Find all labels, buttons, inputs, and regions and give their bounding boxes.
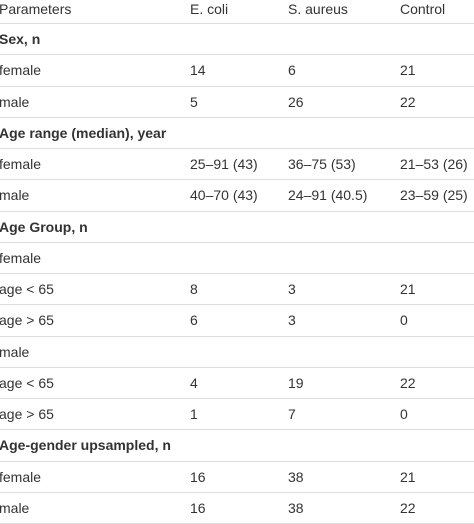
data-row: age > 65 1 7 0 [0, 399, 474, 431]
row-label: Age range (median), year [0, 124, 167, 141]
row-label: female [0, 62, 42, 79]
data-row: female [0, 243, 474, 274]
data-row: male 5 26 22 [0, 87, 474, 118]
cell-value: 22 [400, 374, 416, 391]
cell-value: 5 [190, 93, 198, 110]
row-label: Age-gender upsampled, n [0, 437, 171, 454]
cell-value: 36–75 (53) [288, 156, 356, 173]
data-row: female 16 38 21 [0, 462, 474, 493]
row-label: Parameters [0, 0, 72, 17]
cell-value: 0 [400, 312, 408, 329]
cell-value: 16 [190, 499, 206, 516]
row-label: Sex, n [0, 31, 41, 48]
section-row: Age Group, n [0, 212, 474, 243]
data-row: age < 65 8 3 21 [0, 274, 474, 306]
row-label: Age Group, n [0, 218, 88, 235]
row-label: female [0, 156, 42, 173]
section-row: Age range (median), year [0, 118, 474, 149]
cell-value: E. coli [190, 0, 229, 17]
data-row: male [0, 337, 474, 368]
cell-value: 6 [288, 62, 296, 79]
cell-value: 7 [288, 406, 296, 423]
cell-value: 6 [190, 312, 198, 329]
row-label: male [0, 187, 30, 204]
row-label: male [0, 499, 30, 516]
row-label: female [0, 249, 42, 266]
cell-value: 21 [400, 468, 416, 485]
cell-value: S. aureus [288, 0, 348, 17]
cell-value: 21 [400, 62, 416, 79]
cell-value: 14 [190, 62, 206, 79]
cell-value: 21 [400, 281, 416, 298]
cell-value: 19 [288, 374, 304, 391]
section-row: Sex, n [0, 24, 474, 56]
section-row: Age-gender upsampled, n [0, 430, 474, 462]
cell-value: 21–53 (26) [400, 156, 468, 173]
row-label: age > 65 [0, 406, 54, 423]
cell-value: 4 [190, 374, 198, 391]
cell-value: 3 [288, 312, 296, 329]
row-label: age > 65 [0, 312, 54, 329]
cell-value: 38 [288, 468, 304, 485]
row-label: female [0, 468, 42, 485]
data-row: male 16 38 22 [0, 493, 474, 524]
data-row: female 14 6 21 [0, 55, 474, 87]
data-row: age > 65 6 3 0 [0, 305, 474, 337]
cell-value: 8 [190, 281, 198, 298]
cell-value: 3 [288, 281, 296, 298]
cell-value: 22 [400, 499, 416, 516]
cell-value: 16 [190, 468, 206, 485]
cell-value: 25–91 (43) [190, 156, 258, 173]
cell-value: 26 [288, 93, 304, 110]
cell-value: 24–91 (40.5) [288, 187, 368, 204]
data-row: age < 65 4 19 22 [0, 368, 474, 399]
row-label: male [0, 93, 30, 110]
cell-value: 40–70 (43) [190, 187, 258, 204]
cell-value: 1 [190, 406, 198, 423]
header-row: Parameters E. coli S. aureus Control [0, 0, 474, 24]
cell-value: 23–59 (25) [400, 187, 468, 204]
cell-value: 0 [400, 406, 408, 423]
cell-value: 22 [400, 93, 416, 110]
row-label: age < 65 [0, 281, 54, 298]
data-row: female 25–91 (43) 36–75 (53) 21–53 (26) [0, 149, 474, 181]
cell-value: Control [400, 0, 446, 17]
row-label: male [0, 343, 30, 360]
cell-value: 38 [288, 499, 304, 516]
row-label: age < 65 [0, 374, 54, 391]
data-row: male 40–70 (43) 24–91 (40.5) 23–59 (25) [0, 180, 474, 212]
